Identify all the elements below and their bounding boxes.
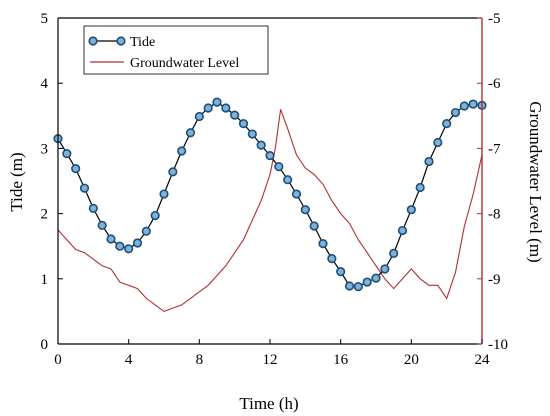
tide-point [406,205,416,215]
tide-point [141,226,151,236]
tide-point [79,183,90,193]
tide-point [88,203,98,213]
tide-point [336,267,346,277]
y-tick-label: 5 [41,11,49,27]
tide-point [97,220,107,230]
tide-point [424,156,434,167]
y2-tick-label: -8 [488,207,501,223]
x-tick-label: 4 [125,352,133,368]
tide-point [159,189,169,199]
y-tick-label: 2 [41,207,49,223]
tide-point [247,129,257,139]
tide-point [62,149,72,159]
legend: Tide Groundwater Level [83,25,269,75]
tide-point [265,150,275,161]
y-tick-label: 4 [41,76,49,92]
legend-label-groundwater: Groundwater Level [130,56,239,71]
tide-point [194,111,204,122]
y2-tick-label: -7 [488,141,501,157]
y-tick-label: 3 [41,141,49,157]
tide-point [238,119,249,129]
tide-point [185,128,196,138]
tide-point [291,189,302,199]
tide-point [433,137,443,148]
tide-point [468,99,478,109]
y2-tick-label: -10 [488,337,508,353]
tide-point [71,164,81,174]
tide-point [221,103,231,113]
tide-point [124,244,134,254]
legend-tide-marker [116,36,126,46]
tide-point [389,248,399,258]
x-tick-label: 8 [196,352,204,368]
legend-label-tide: Tide [130,35,155,50]
tide-point [327,253,337,264]
tide-point [450,107,461,118]
y-tick-label: 0 [41,337,49,353]
tide-point [150,210,160,221]
tide-point [115,241,125,251]
tide-point [132,238,143,248]
tide-point [362,277,372,287]
legend-box [83,25,269,75]
tide-point [380,264,390,274]
legend-tide-marker [88,36,98,46]
tide-point [177,146,187,156]
y2-tick-label: -6 [488,76,501,92]
x-tick-label: 24 [475,352,491,368]
tide-point [442,119,452,129]
tide-point [415,182,425,193]
tide-point [106,234,116,244]
x-tick-label: 12 [263,352,278,368]
x-tick-label: 20 [404,352,419,368]
tide-point [353,282,363,292]
y-axis-title: Tide (m) [7,152,26,211]
tide-point [274,162,284,172]
tide-point [318,238,328,249]
tide-point [212,97,222,107]
tide-point [397,225,408,236]
tide-point [459,101,469,111]
x-tick-label: 16 [333,352,349,368]
tide-point [230,110,240,120]
tide-point [168,167,178,177]
x-axis-title: Time (h) [239,394,298,413]
y2-tick-label: -5 [488,11,501,27]
y2-axis-title: Groundwater Level (m) [526,101,545,262]
tide-point [371,273,381,283]
x-tick-label: 0 [54,352,62,368]
groundwater-series-line [57,109,483,313]
tide-series-line [57,101,483,288]
tide-point [256,140,266,150]
tide-point [344,281,355,291]
tide-point [309,221,319,231]
y-tick-label: 1 [41,272,49,288]
y2-tick-label: -9 [488,272,501,288]
tide-point [300,205,310,215]
tide-point [283,175,293,185]
tide-point [203,103,213,113]
